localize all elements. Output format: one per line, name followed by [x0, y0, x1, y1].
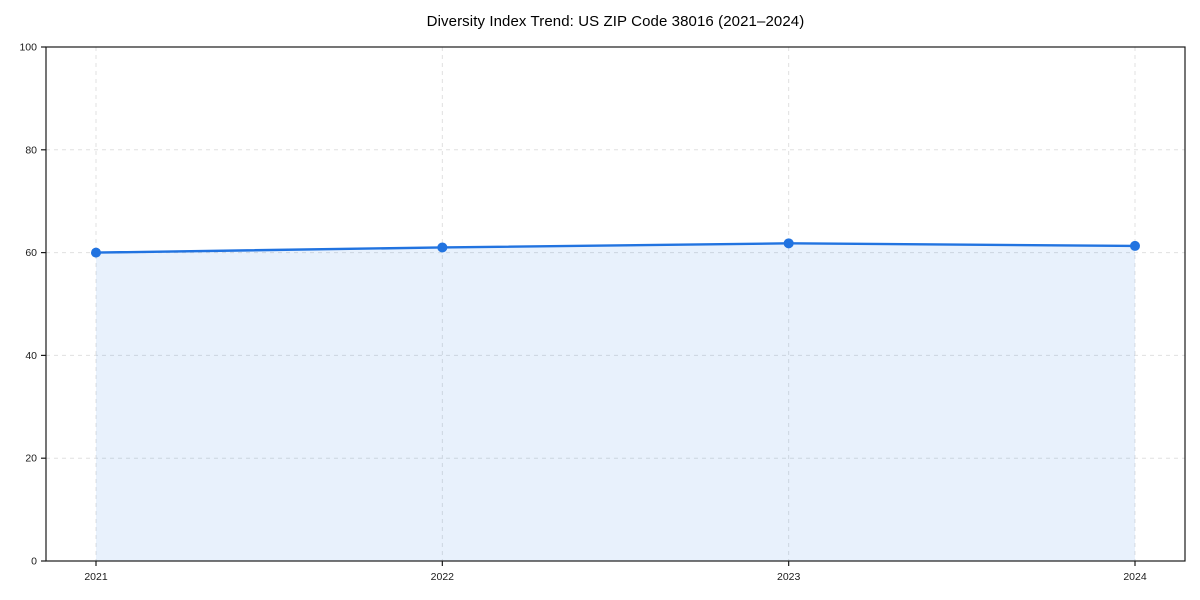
- data-point: [783, 238, 794, 249]
- y-tick-label: 60: [25, 247, 37, 259]
- x-tick-label: 2021: [84, 571, 108, 583]
- data-point: [437, 242, 448, 253]
- y-tick-label: 100: [19, 42, 37, 54]
- data-point: [91, 247, 101, 258]
- y-tick-label: 20: [25, 453, 37, 465]
- data-point: [1130, 240, 1140, 251]
- y-tick-label: 0: [31, 556, 37, 568]
- y-tick-label: 40: [25, 350, 37, 362]
- plot-border: [45, 46, 1186, 562]
- y-tick-label: 80: [25, 144, 37, 156]
- x-tick-label: 2024: [1123, 571, 1147, 583]
- trend-line: [94, 242, 1137, 254]
- x-tick-label: 2022: [431, 571, 455, 583]
- chart-title: Diversity Index Trend: US ZIP Code 38016…: [426, 13, 805, 30]
- area-fill: [96, 243, 1135, 561]
- x-tick-label: 2023: [777, 571, 801, 583]
